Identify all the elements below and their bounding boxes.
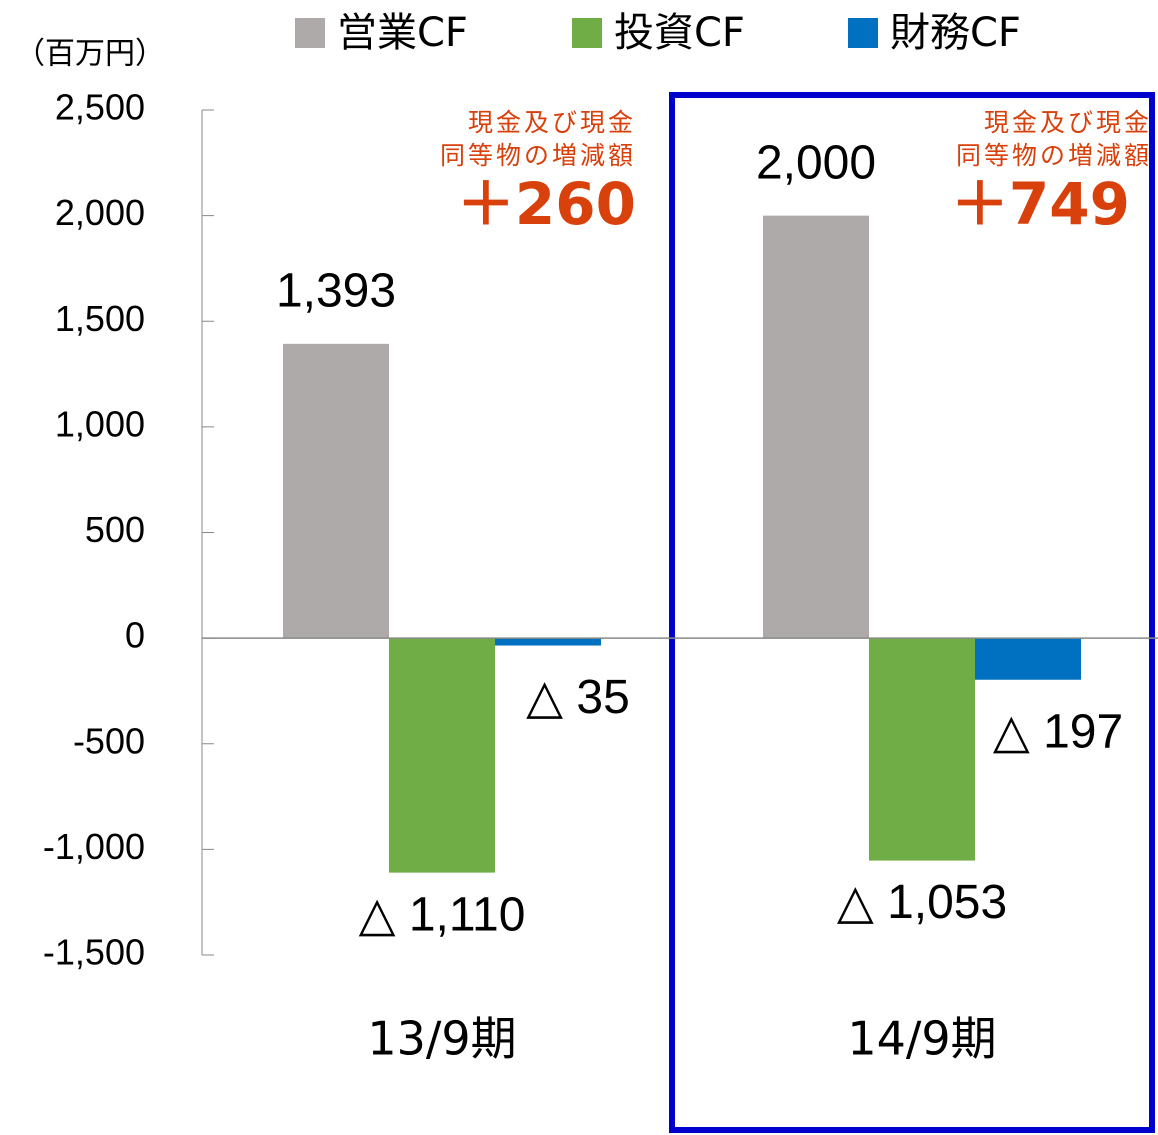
bar bbox=[763, 215, 869, 639]
value-label: △ 197 bbox=[993, 705, 1123, 758]
y-tick-label: -1,000 bbox=[43, 826, 145, 867]
y-tick-label: 1,500 bbox=[55, 298, 145, 339]
y-tick-label: 1,000 bbox=[55, 403, 145, 444]
annotation-text: 同等物の増減額 bbox=[956, 141, 1152, 170]
value-label: 1,393 bbox=[276, 265, 396, 318]
annotation-amount: ＋260 bbox=[457, 170, 636, 238]
value-label: △ 1,110 bbox=[359, 888, 526, 941]
y-tick-label: -500 bbox=[73, 720, 145, 761]
y-tick-label: -1,500 bbox=[43, 932, 145, 973]
legend-swatch bbox=[295, 18, 325, 48]
value-label: △ 35 bbox=[526, 671, 630, 724]
value-label: 2,000 bbox=[756, 136, 876, 189]
bar bbox=[283, 343, 389, 639]
bar bbox=[869, 638, 975, 861]
annotation-text: 同等物の増減額 bbox=[440, 141, 636, 170]
value-label: △ 1,053 bbox=[837, 876, 1007, 929]
x-tick-label: 13/9期 bbox=[367, 1012, 516, 1066]
x-tick-label: 14/9期 bbox=[847, 1012, 996, 1066]
legend-swatch bbox=[572, 18, 602, 48]
annotation-text: 現金及び現金 bbox=[984, 108, 1152, 137]
y-tick-label: 2,000 bbox=[55, 192, 145, 233]
bar bbox=[495, 638, 601, 646]
legend-label: 営業CF bbox=[337, 10, 468, 56]
annotation-amount: ＋749 bbox=[951, 170, 1130, 238]
y-tick-label: 500 bbox=[85, 509, 145, 550]
y-tick-label: 2,500 bbox=[55, 87, 145, 128]
legend-label: 投資CF bbox=[614, 10, 745, 56]
legend-swatch bbox=[848, 18, 878, 48]
annotation-text: 現金及び現金 bbox=[468, 108, 636, 137]
bar bbox=[975, 638, 1081, 680]
highlight-box bbox=[669, 92, 1155, 1133]
bar bbox=[389, 638, 495, 873]
legend-label: 財務CF bbox=[890, 10, 1021, 56]
unit-label: （百万円） bbox=[15, 37, 165, 72]
y-tick-label: 0 bbox=[125, 615, 145, 656]
